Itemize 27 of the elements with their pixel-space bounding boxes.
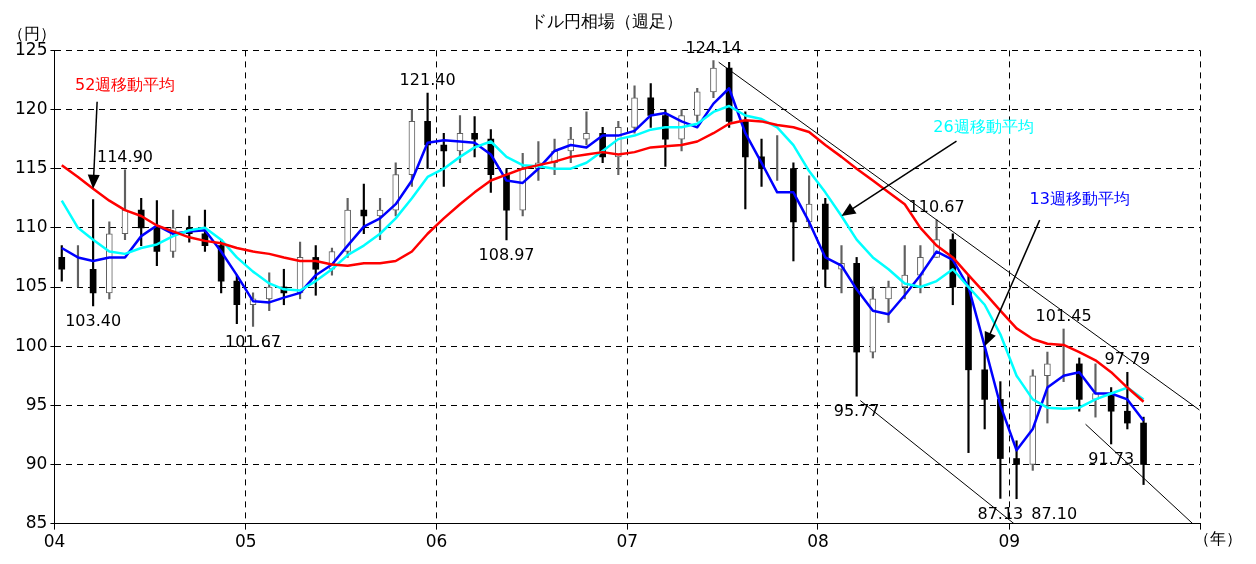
- y-tick-label: 110: [14, 216, 48, 237]
- text: 52週移動平均: [74, 74, 176, 94]
- y-tick-label: 95: [25, 393, 48, 414]
- annotation: 103.40: [65, 311, 122, 331]
- y-tick-label: 115: [14, 157, 48, 178]
- x-tick-label: 07: [616, 531, 639, 552]
- x-tick-label: 09: [998, 531, 1021, 552]
- text: 26週移動平均: [933, 117, 1034, 137]
- annotation: 95.77: [833, 401, 880, 421]
- x-axis-title: （年）: [1194, 528, 1242, 548]
- y-tick-label: 105: [14, 275, 48, 296]
- candlestick: [583, 111, 590, 146]
- y-tick-label: 100: [14, 334, 48, 355]
- annotation: 124.14: [685, 37, 742, 57]
- y-tick-label: 85: [25, 512, 48, 533]
- annotation: 121.40: [399, 70, 456, 90]
- x-tick-label: 06: [425, 531, 448, 552]
- chart-title: ドル円相場（週足）: [529, 10, 683, 31]
- x-tick-label: 08: [807, 531, 829, 552]
- y-tick-label: 120: [14, 97, 48, 118]
- y-tick-label: 90: [25, 452, 48, 473]
- annotation: 87.10: [1031, 503, 1078, 523]
- text: 13週移動平均: [1029, 189, 1130, 209]
- x-tick-label: 04: [43, 531, 66, 552]
- x-tick-label: 05: [234, 531, 257, 552]
- annotation: 114.90: [97, 147, 153, 167]
- annotation: 108.97: [478, 245, 535, 265]
